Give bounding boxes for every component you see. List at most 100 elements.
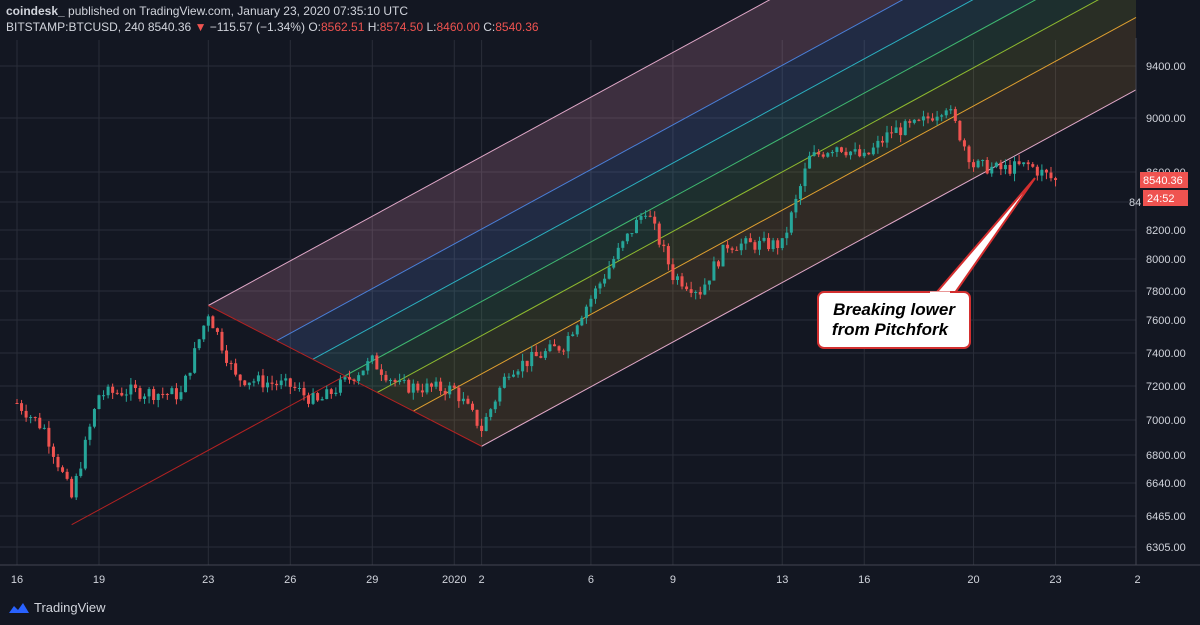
publish-info: coindesk_ published on TradingView.com, …	[6, 4, 408, 18]
candle-body	[566, 336, 570, 352]
candle-body	[521, 360, 525, 372]
x-tick-label: 23	[202, 574, 214, 586]
candle-body	[115, 392, 119, 394]
candle-body	[707, 280, 711, 285]
candle-body	[466, 398, 470, 404]
candle-body	[302, 388, 306, 396]
author-name[interactable]: coindesk_	[6, 4, 65, 18]
candle-body	[921, 116, 925, 121]
candle-body	[261, 375, 265, 388]
y-tick-label: 7000.00	[1146, 415, 1186, 427]
candle-body	[1008, 164, 1012, 174]
candle-body	[940, 115, 944, 117]
candle-body	[156, 393, 160, 401]
x-tick-label: 19	[93, 574, 105, 586]
y-tick-label: 6800.00	[1146, 450, 1186, 462]
candle-body	[844, 151, 848, 156]
candle-body	[471, 403, 474, 410]
candle-body	[411, 383, 415, 393]
time-axis-bg	[0, 565, 1136, 593]
candle-body	[352, 379, 356, 381]
candle-body	[657, 223, 661, 245]
candle-body	[338, 379, 342, 393]
candle-body	[475, 409, 479, 426]
low-value: 8460.00	[436, 20, 480, 34]
candle-body	[771, 240, 775, 250]
candle-body	[516, 371, 520, 375]
y-tick-label: 6640.00	[1146, 478, 1186, 490]
price-axis-bg	[1136, 38, 1200, 568]
candle-body	[252, 381, 256, 383]
candle-body	[726, 244, 730, 249]
change-value: −115.57 (−1.34%)	[209, 20, 305, 34]
candle-body	[247, 382, 251, 386]
candle-body	[721, 244, 725, 267]
candle-body	[47, 427, 51, 447]
candle-body	[152, 389, 156, 401]
candle-body	[634, 219, 638, 234]
close-label: C:	[483, 20, 496, 34]
pitchfork-band	[344, 0, 1098, 393]
y-tick-label: 8000.00	[1146, 254, 1186, 266]
pitchfork-band	[312, 0, 1036, 376]
candle-body	[999, 162, 1003, 170]
candle-body	[648, 215, 652, 217]
candle-body	[789, 212, 793, 233]
candle-body	[525, 360, 529, 367]
candle-body	[753, 242, 757, 250]
candle-body	[311, 393, 315, 404]
candle-body	[862, 152, 866, 157]
candle-body	[420, 390, 424, 393]
candle-body	[780, 238, 784, 249]
candle-body	[985, 159, 989, 174]
candle-body	[876, 140, 880, 148]
candle-body	[580, 317, 584, 326]
candle-body	[407, 379, 411, 393]
candle-body	[903, 121, 907, 136]
candle-body	[603, 278, 607, 284]
footer-branding[interactable]: TradingView	[8, 600, 106, 615]
candle-body	[379, 369, 383, 375]
candle-body	[106, 386, 110, 396]
candle-body	[238, 374, 242, 381]
candle-body	[712, 261, 716, 281]
candle-body	[639, 216, 643, 220]
candle-body	[266, 382, 270, 388]
candle-body	[329, 389, 333, 394]
candle-body	[880, 140, 884, 143]
candle-body	[584, 306, 588, 318]
callout-box	[817, 291, 971, 349]
candle-body	[689, 289, 693, 293]
y-tick-label: 6305.00	[1146, 542, 1186, 554]
pitchfork-band	[208, 0, 903, 341]
candle-body	[215, 328, 219, 332]
x-tick-label: 23	[1049, 574, 1061, 586]
pitchfork-band	[377, 0, 1136, 412]
candle-body	[917, 119, 921, 121]
x-tick-label: 2020	[442, 574, 466, 586]
x-tick-label: 2	[1134, 574, 1140, 586]
candle-body	[644, 215, 648, 217]
open-label: O:	[308, 20, 321, 34]
candle-body	[325, 389, 329, 400]
candle-body	[662, 244, 666, 247]
close-value: 8540.36	[495, 20, 539, 34]
y-tick-label: 7600.00	[1146, 315, 1186, 327]
candle-body	[393, 379, 397, 382]
y-tick-label: 7200.00	[1146, 381, 1186, 393]
callout-line1: Breaking lower	[833, 300, 956, 319]
candle-body	[51, 446, 55, 457]
x-tick-label: 16	[858, 574, 870, 586]
candle-body	[88, 426, 92, 440]
callout-pointer	[927, 177, 1036, 301]
candle-body	[29, 417, 33, 419]
candle-body	[320, 399, 324, 401]
candle-body	[858, 149, 862, 157]
candle-body	[334, 392, 338, 394]
symbol-label[interactable]: BITSTAMP:BTCUSD, 240	[6, 20, 145, 34]
candle-body	[316, 393, 320, 401]
last-price: 8540.36	[147, 20, 192, 34]
candle-body	[671, 264, 675, 281]
candle-body	[343, 377, 347, 380]
